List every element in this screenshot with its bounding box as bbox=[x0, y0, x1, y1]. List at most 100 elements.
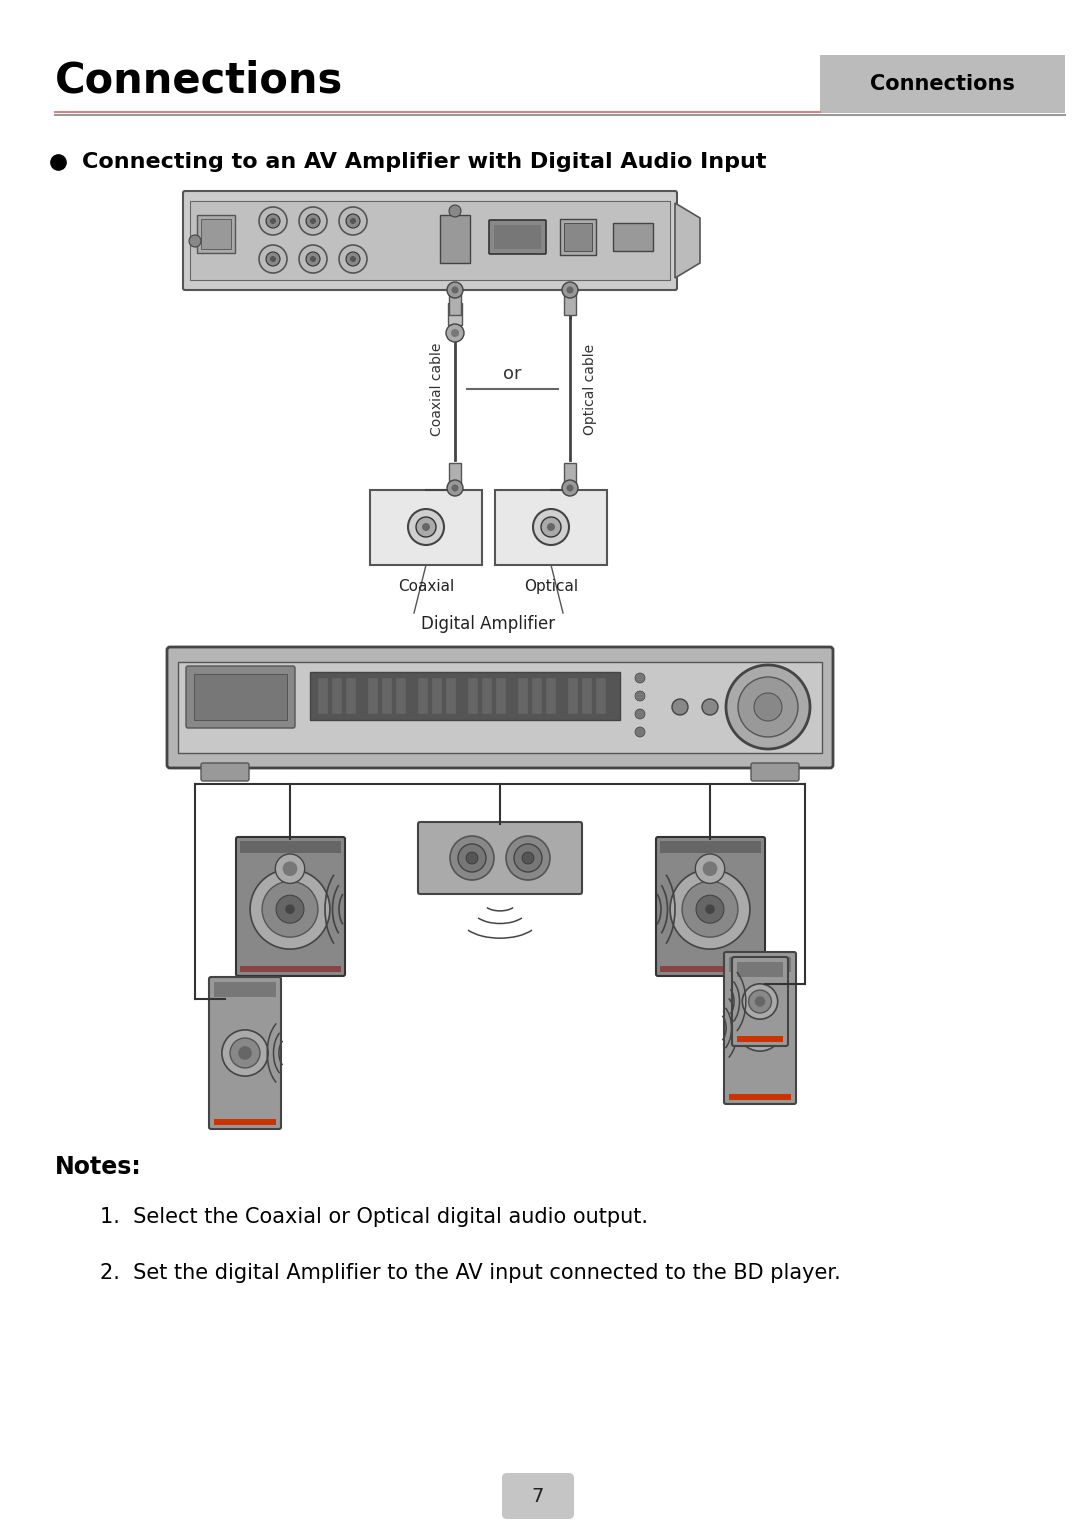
Circle shape bbox=[221, 1030, 268, 1075]
Circle shape bbox=[266, 251, 280, 267]
Text: Coaxial: Coaxial bbox=[397, 579, 454, 594]
Bar bbox=[568, 679, 578, 714]
Circle shape bbox=[275, 853, 305, 884]
Circle shape bbox=[696, 895, 724, 924]
Circle shape bbox=[447, 282, 463, 299]
Circle shape bbox=[270, 256, 276, 262]
Text: 7: 7 bbox=[531, 1486, 544, 1506]
Text: Coaxial cable: Coaxial cable bbox=[430, 342, 444, 435]
Circle shape bbox=[522, 852, 534, 864]
Bar bbox=[370, 490, 482, 565]
Bar bbox=[240, 841, 341, 853]
Bar bbox=[564, 463, 576, 486]
Circle shape bbox=[672, 699, 688, 715]
Circle shape bbox=[259, 245, 287, 273]
Circle shape bbox=[447, 480, 463, 496]
Circle shape bbox=[562, 480, 578, 496]
Circle shape bbox=[285, 904, 295, 915]
Circle shape bbox=[339, 245, 367, 273]
Circle shape bbox=[635, 691, 645, 702]
Circle shape bbox=[541, 516, 561, 538]
Circle shape bbox=[567, 286, 573, 294]
Bar bbox=[495, 490, 607, 565]
Circle shape bbox=[283, 861, 297, 876]
Circle shape bbox=[299, 207, 327, 234]
Polygon shape bbox=[675, 204, 700, 277]
Bar bbox=[546, 679, 556, 714]
Circle shape bbox=[451, 329, 459, 337]
Circle shape bbox=[259, 207, 287, 234]
Bar bbox=[197, 214, 235, 253]
Circle shape bbox=[230, 1039, 260, 1068]
Circle shape bbox=[458, 844, 486, 872]
Circle shape bbox=[416, 516, 436, 538]
Bar bbox=[449, 293, 461, 316]
Bar bbox=[446, 679, 456, 714]
Bar bbox=[178, 662, 822, 754]
Bar bbox=[737, 1036, 783, 1042]
Circle shape bbox=[514, 844, 542, 872]
Circle shape bbox=[451, 286, 459, 294]
Bar bbox=[318, 679, 328, 714]
Circle shape bbox=[737, 1005, 783, 1051]
Bar bbox=[518, 679, 528, 714]
Circle shape bbox=[276, 895, 303, 924]
Circle shape bbox=[465, 852, 478, 864]
Circle shape bbox=[339, 207, 367, 234]
Circle shape bbox=[738, 677, 798, 737]
Circle shape bbox=[567, 484, 573, 492]
Circle shape bbox=[446, 323, 464, 342]
Text: Optical: Optical bbox=[524, 579, 578, 594]
FancyBboxPatch shape bbox=[656, 836, 765, 976]
FancyBboxPatch shape bbox=[418, 823, 582, 895]
Text: 2.  Set the digital Amplifier to the AV input connected to the BD player.: 2. Set the digital Amplifier to the AV i… bbox=[100, 1262, 840, 1282]
Circle shape bbox=[635, 709, 645, 719]
Circle shape bbox=[534, 509, 569, 545]
Circle shape bbox=[346, 214, 360, 228]
FancyBboxPatch shape bbox=[183, 192, 677, 290]
Bar bbox=[382, 679, 392, 714]
Circle shape bbox=[451, 484, 459, 492]
Circle shape bbox=[670, 869, 750, 950]
FancyBboxPatch shape bbox=[201, 763, 249, 781]
Text: Notes:: Notes: bbox=[55, 1155, 141, 1180]
Bar bbox=[190, 201, 670, 280]
Circle shape bbox=[745, 1013, 775, 1043]
Circle shape bbox=[703, 861, 717, 876]
Circle shape bbox=[635, 673, 645, 683]
Circle shape bbox=[754, 692, 782, 722]
Text: Connections: Connections bbox=[870, 74, 1015, 93]
Bar bbox=[582, 679, 592, 714]
FancyBboxPatch shape bbox=[724, 951, 796, 1105]
Bar bbox=[432, 679, 442, 714]
Text: Connections: Connections bbox=[55, 60, 343, 101]
Circle shape bbox=[270, 218, 276, 224]
Circle shape bbox=[408, 509, 444, 545]
FancyBboxPatch shape bbox=[167, 647, 833, 768]
FancyBboxPatch shape bbox=[489, 221, 546, 254]
Bar bbox=[729, 1094, 791, 1100]
Circle shape bbox=[251, 869, 329, 950]
Bar bbox=[494, 225, 541, 250]
Circle shape bbox=[350, 218, 356, 224]
Circle shape bbox=[350, 256, 356, 262]
Circle shape bbox=[705, 904, 715, 915]
Circle shape bbox=[562, 282, 578, 299]
Bar bbox=[468, 679, 478, 714]
Bar bbox=[532, 679, 542, 714]
Bar bbox=[613, 224, 653, 251]
Bar bbox=[346, 679, 356, 714]
Bar bbox=[660, 967, 761, 971]
FancyBboxPatch shape bbox=[502, 1472, 573, 1520]
Circle shape bbox=[683, 881, 738, 938]
Circle shape bbox=[310, 218, 316, 224]
Bar bbox=[332, 679, 342, 714]
Circle shape bbox=[266, 214, 280, 228]
Circle shape bbox=[310, 256, 316, 262]
Bar bbox=[660, 841, 761, 853]
Bar bbox=[596, 679, 606, 714]
Circle shape bbox=[702, 699, 718, 715]
Bar bbox=[737, 962, 783, 977]
Bar bbox=[368, 679, 378, 714]
Bar bbox=[449, 463, 461, 486]
